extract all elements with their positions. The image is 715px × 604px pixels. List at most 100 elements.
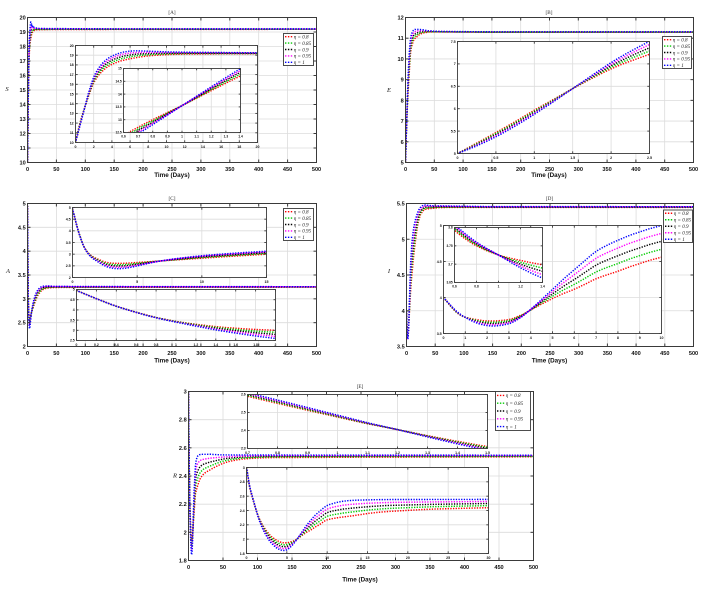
svg-text:12: 12 (70, 121, 74, 125)
svg-text:η = 1: η = 1 (294, 235, 305, 241)
svg-text:3.5: 3.5 (397, 345, 405, 351)
svg-text:250: 250 (356, 565, 365, 571)
svg-text:0.5: 0.5 (493, 156, 498, 160)
svg-text:11: 11 (70, 131, 74, 135)
svg-text:4.5: 4.5 (437, 260, 442, 264)
svg-text:η = 0.95: η = 0.95 (294, 54, 312, 60)
svg-text:4: 4 (402, 309, 406, 315)
svg-text:8: 8 (401, 98, 404, 104)
svg-text:0.6: 0.6 (452, 285, 457, 289)
svg-text:3.5: 3.5 (66, 241, 71, 245)
svg-text:19: 19 (70, 54, 74, 58)
svg-text:2.8: 2.8 (179, 418, 187, 424)
svg-text:5.5: 5.5 (451, 129, 456, 133)
svg-text:3.5: 3.5 (70, 318, 75, 322)
svg-text:5: 5 (440, 224, 442, 228)
svg-text:1: 1 (175, 343, 177, 347)
svg-text:14: 14 (201, 145, 205, 149)
svg-text:400: 400 (254, 167, 263, 173)
svg-text:1.4: 1.4 (238, 135, 243, 139)
svg-text:η = 0.85: η = 0.85 (294, 41, 312, 47)
svg-text:1.8: 1.8 (240, 552, 245, 556)
svg-text:1: 1 (337, 451, 339, 455)
svg-text:2.4: 2.4 (240, 509, 245, 513)
svg-text:1.6: 1.6 (233, 343, 238, 347)
svg-text:6: 6 (573, 336, 575, 340)
svg-text:12: 12 (183, 145, 187, 149)
svg-text:2.4: 2.4 (241, 429, 246, 433)
svg-text:150: 150 (287, 565, 296, 571)
svg-text:350: 350 (603, 351, 612, 357)
svg-text:30: 30 (487, 556, 491, 560)
svg-text:η = 0.85: η = 0.85 (673, 44, 691, 50)
svg-text:η = 0.85: η = 0.85 (674, 218, 692, 224)
svg-text:150: 150 (110, 351, 119, 357)
svg-text:50: 50 (431, 167, 437, 173)
svg-text:16: 16 (219, 145, 223, 149)
svg-text:350: 350 (225, 351, 234, 357)
svg-text:500: 500 (689, 351, 698, 357)
svg-text:4: 4 (69, 229, 71, 233)
svg-text:5: 5 (136, 280, 138, 284)
svg-text:η = 0.9: η = 0.9 (294, 222, 309, 228)
svg-text:3: 3 (508, 336, 510, 340)
svg-text:1.2: 1.2 (518, 285, 523, 289)
svg-text:1.8: 1.8 (179, 559, 187, 565)
svg-text:10: 10 (660, 336, 664, 340)
svg-text:0: 0 (443, 336, 445, 340)
svg-text:4.5: 4.5 (397, 273, 405, 279)
svg-text:300: 300 (574, 351, 583, 357)
svg-text:100: 100 (81, 351, 90, 357)
svg-text:6: 6 (401, 140, 404, 146)
svg-text:50: 50 (53, 351, 59, 357)
svg-text:3: 3 (184, 390, 187, 396)
svg-text:350: 350 (602, 167, 611, 173)
svg-text:[B]: [B] (546, 10, 553, 16)
svg-text:1: 1 (533, 156, 535, 160)
svg-text:0: 0 (405, 351, 408, 357)
svg-text:η = 0.95: η = 0.95 (506, 417, 524, 423)
svg-text:0: 0 (457, 156, 459, 160)
svg-text:Time (Days): Time (Days) (154, 358, 190, 365)
svg-text:13.5: 13.5 (115, 105, 121, 109)
svg-text:5.5: 5.5 (397, 202, 405, 208)
svg-text:100: 100 (458, 167, 467, 173)
svg-text:12: 12 (397, 16, 403, 22)
svg-text:250: 250 (167, 351, 176, 357)
svg-text:7.5: 7.5 (451, 40, 456, 44)
svg-text:4.5: 4.5 (70, 298, 75, 302)
svg-text:0.8: 0.8 (151, 135, 156, 139)
svg-text:100: 100 (459, 351, 468, 357)
svg-text:150: 150 (487, 167, 496, 173)
svg-text:250: 250 (545, 167, 554, 173)
svg-text:η = 0.8: η = 0.8 (673, 37, 688, 43)
svg-text:18: 18 (237, 145, 241, 149)
svg-text:200: 200 (322, 565, 331, 571)
svg-text:250: 250 (545, 351, 554, 357)
svg-text:0: 0 (76, 343, 78, 347)
svg-text:500: 500 (689, 167, 698, 173)
svg-text:[D]: [D] (546, 196, 553, 202)
svg-text:14: 14 (70, 102, 74, 106)
svg-text:2: 2 (69, 276, 71, 280)
svg-text:0: 0 (246, 556, 248, 560)
svg-text:R: R (172, 473, 177, 480)
svg-text:15: 15 (70, 92, 74, 96)
svg-text:9: 9 (401, 78, 404, 84)
svg-text:η = 0.8: η = 0.8 (294, 209, 309, 215)
svg-text:2.8: 2.8 (240, 480, 245, 484)
svg-text:10: 10 (200, 280, 204, 284)
svg-text:S: S (5, 86, 9, 93)
svg-text:100: 100 (253, 565, 262, 571)
svg-text:350: 350 (425, 565, 434, 571)
svg-text:A: A (5, 268, 10, 275)
svg-text:0: 0 (404, 167, 407, 173)
svg-text:2.6: 2.6 (240, 494, 245, 498)
svg-text:1: 1 (181, 135, 183, 139)
svg-text:0: 0 (187, 565, 190, 571)
svg-text:0.4: 0.4 (114, 343, 119, 347)
svg-text:η = 0.9: η = 0.9 (674, 224, 689, 230)
svg-text:0: 0 (72, 280, 74, 284)
svg-text:200: 200 (138, 351, 147, 357)
svg-text:300: 300 (196, 351, 205, 357)
